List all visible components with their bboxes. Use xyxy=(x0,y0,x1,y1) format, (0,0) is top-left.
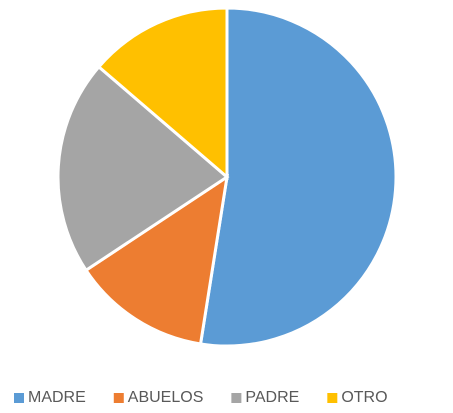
pie-slice xyxy=(56,64,230,273)
pie-slice xyxy=(83,173,230,346)
pie-slice xyxy=(198,6,398,348)
legend-label: MADRE xyxy=(28,389,86,406)
pie-slice xyxy=(96,6,229,181)
legend-label: ABUELOS xyxy=(128,389,204,406)
legend-swatch xyxy=(14,393,24,403)
legend-swatch xyxy=(327,393,338,403)
legend-swatch xyxy=(231,393,242,403)
legend-label: OTRO xyxy=(341,389,387,406)
legend-label: PADRE xyxy=(245,389,299,406)
legend-swatch xyxy=(113,393,124,403)
